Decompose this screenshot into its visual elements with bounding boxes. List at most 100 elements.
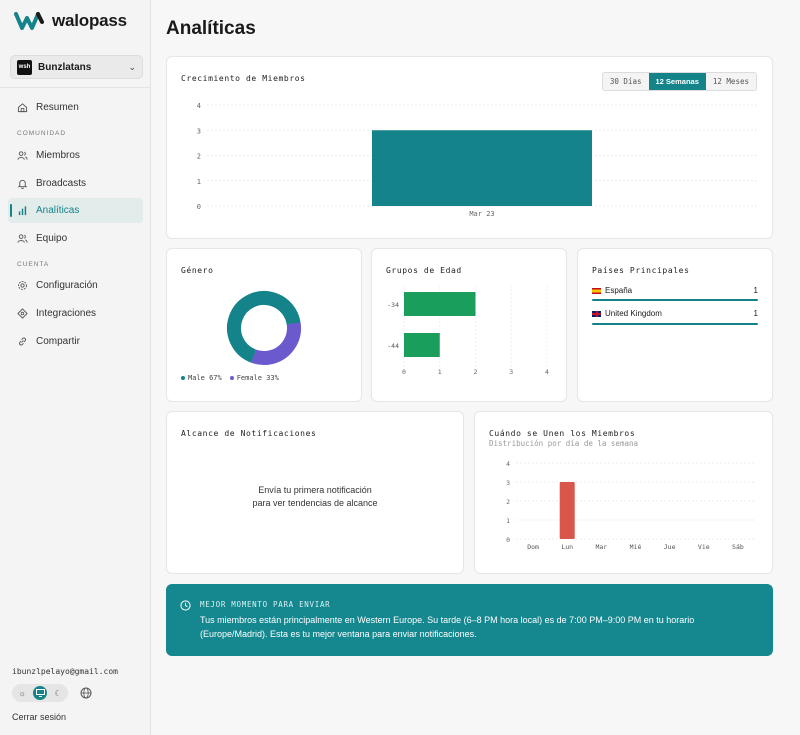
org-switcher[interactable]: wsh Bunzlatans ⌄	[10, 55, 143, 79]
legend-male: Male 67%	[181, 374, 222, 382]
join-card: Cuándo se Unen los Miembros Distribución…	[474, 411, 773, 574]
bell-icon	[17, 179, 28, 189]
logout-link[interactable]: Cerrar sesión	[12, 712, 67, 722]
x-tick-label: 3	[509, 368, 513, 376]
team-icon	[17, 234, 28, 243]
gender-card: Género Male 67% Female 33%	[166, 248, 362, 402]
sidebar-item-label: Integraciones	[36, 308, 97, 319]
x-tick-label: Vie	[698, 543, 710, 551]
join-subtitle: Distribución por día de la semana	[489, 439, 639, 448]
sidebar-item-summary[interactable]: Resumen	[8, 95, 143, 120]
user-email: ibunzlpelayo@gmail.com	[12, 667, 118, 676]
y-tick-label: 4	[197, 102, 201, 110]
gender-donut-chart	[227, 291, 301, 365]
chevron-down-icon: ⌄	[128, 61, 136, 72]
users-icon	[17, 151, 28, 160]
x-tick-label: Mar 23	[469, 210, 494, 218]
home-icon	[17, 103, 28, 113]
growth-chart: 0 1 2 3 4 Mar 23	[197, 102, 757, 218]
sidebar-divider	[0, 87, 151, 88]
sidebar-item-label: Analíticas	[36, 205, 80, 216]
sidebar-item-share[interactable]: Compartir	[8, 329, 143, 354]
country-name: United Kingdom	[605, 309, 662, 318]
age-groups-chart: 0 1 2 3 4 -34 -44	[387, 285, 549, 376]
sidebar-item-label: Broadcasts	[36, 178, 87, 189]
x-tick-label: 2	[474, 368, 478, 376]
growth-card: Crecimiento de Miembros 30 Días 12 Seman…	[166, 56, 773, 239]
clock-icon	[180, 600, 191, 611]
sidebar-item-label: Compartir	[36, 336, 80, 347]
y-tick-label: 0	[197, 203, 201, 211]
sidebar-item-settings[interactable]: Configuración	[8, 273, 143, 298]
y-tick-label: 2	[506, 498, 510, 506]
nav-section-account: CUENTA	[17, 261, 50, 268]
globe-icon[interactable]	[80, 687, 92, 699]
range-30-days[interactable]: 30 Días	[609, 77, 642, 86]
banner-label: MEJOR MOMENTO PARA ENVIAR	[200, 600, 331, 609]
join-days-chart: 0 1 2 3 4 Dom Lun Mar Mié Jue Vie Sáb	[506, 460, 755, 551]
sidebar-item-members[interactable]: Miembros	[8, 143, 143, 168]
sidebar-item-label: Equipo	[36, 233, 68, 244]
y-tick-label: 2	[197, 153, 201, 161]
nav-section-community: COMUNIDAD	[17, 130, 67, 137]
countries-title: Países Principales	[592, 266, 690, 275]
x-tick-label: Dom	[527, 543, 539, 551]
gear-icon	[18, 281, 27, 290]
y-tick-label: 1	[197, 178, 201, 186]
bar-chart-icon	[18, 206, 27, 216]
range-selector: 30 Días 12 Semanas 12 Meses	[601, 72, 757, 91]
link-icon	[19, 337, 26, 346]
sun-icon[interactable]: ☼	[18, 688, 26, 698]
donut-slice	[227, 291, 301, 365]
sidebar-item-analytics[interactable]: Analíticas	[8, 198, 143, 223]
sidebar-item-label: Configuración	[36, 280, 98, 291]
x-tick-label: 0	[402, 368, 406, 376]
reach-title: Alcance de Notificaciones	[181, 429, 317, 438]
country-count: 1	[753, 286, 758, 295]
monitor-icon[interactable]	[33, 686, 47, 700]
gender-legend: Male 67% Female 33%	[181, 374, 279, 382]
brand-name: walopass	[52, 11, 127, 30]
y-tick-label: -44	[387, 342, 399, 350]
range-12-weeks[interactable]: 12 Semanas	[648, 73, 706, 90]
growth-title: Crecimiento de Miembros	[181, 74, 306, 83]
age-title: Grupos de Edad	[386, 266, 462, 275]
countries-card: Países Principales España 1 United Kingd…	[577, 248, 773, 402]
country-row: España 1	[592, 286, 758, 295]
country-bar	[592, 323, 758, 325]
country-count: 1	[753, 309, 758, 318]
integrations-icon	[17, 308, 28, 319]
bar	[404, 292, 476, 316]
gender-title: Género	[181, 266, 214, 275]
age-card: Grupos de Edad 0 1 2 3 4 -34 -44	[371, 248, 567, 402]
reach-empty-message: Envía tu primera notificación para ver t…	[252, 485, 378, 508]
page-title: Analíticas	[166, 18, 256, 39]
country-bar	[592, 299, 758, 301]
legend-female: Female 33%	[229, 374, 279, 382]
sidebar-item-broadcasts[interactable]: Broadcasts	[8, 171, 143, 196]
y-tick-label: 3	[197, 127, 201, 135]
banner-text: Tus miembros están principalmente en Wes…	[200, 615, 695, 639]
bar	[372, 130, 592, 206]
x-tick-label: Mar	[595, 543, 607, 551]
join-title: Cuándo se Unen los Miembros	[489, 429, 636, 438]
brand-logo[interactable]: walopass	[14, 10, 127, 32]
x-tick-label: 1	[438, 368, 442, 376]
y-tick-label: 0	[506, 536, 510, 544]
country-row: United Kingdom 1	[592, 309, 758, 318]
walopass-logo-icon	[14, 12, 44, 30]
spain-flag-icon	[592, 287, 601, 294]
reach-card: Alcance de Notificaciones Envía tu prime…	[166, 411, 464, 574]
moon-icon[interactable]: ☾	[54, 688, 62, 698]
range-12-months[interactable]: 12 Meses	[712, 77, 749, 86]
sidebar-item-integrations[interactable]: Integraciones	[8, 301, 143, 326]
bar	[404, 333, 440, 357]
sidebar-item-label: Resumen	[36, 102, 79, 113]
sidebar-item-team[interactable]: Equipo	[8, 226, 143, 251]
theme-toggle[interactable]: ☼ ☾	[12, 684, 68, 702]
y-tick-label: 3	[506, 479, 510, 487]
uk-flag-icon	[592, 310, 601, 317]
y-tick-label: 4	[506, 460, 510, 468]
x-tick-label: 4	[545, 368, 549, 376]
x-tick-label: Jue	[664, 543, 676, 551]
